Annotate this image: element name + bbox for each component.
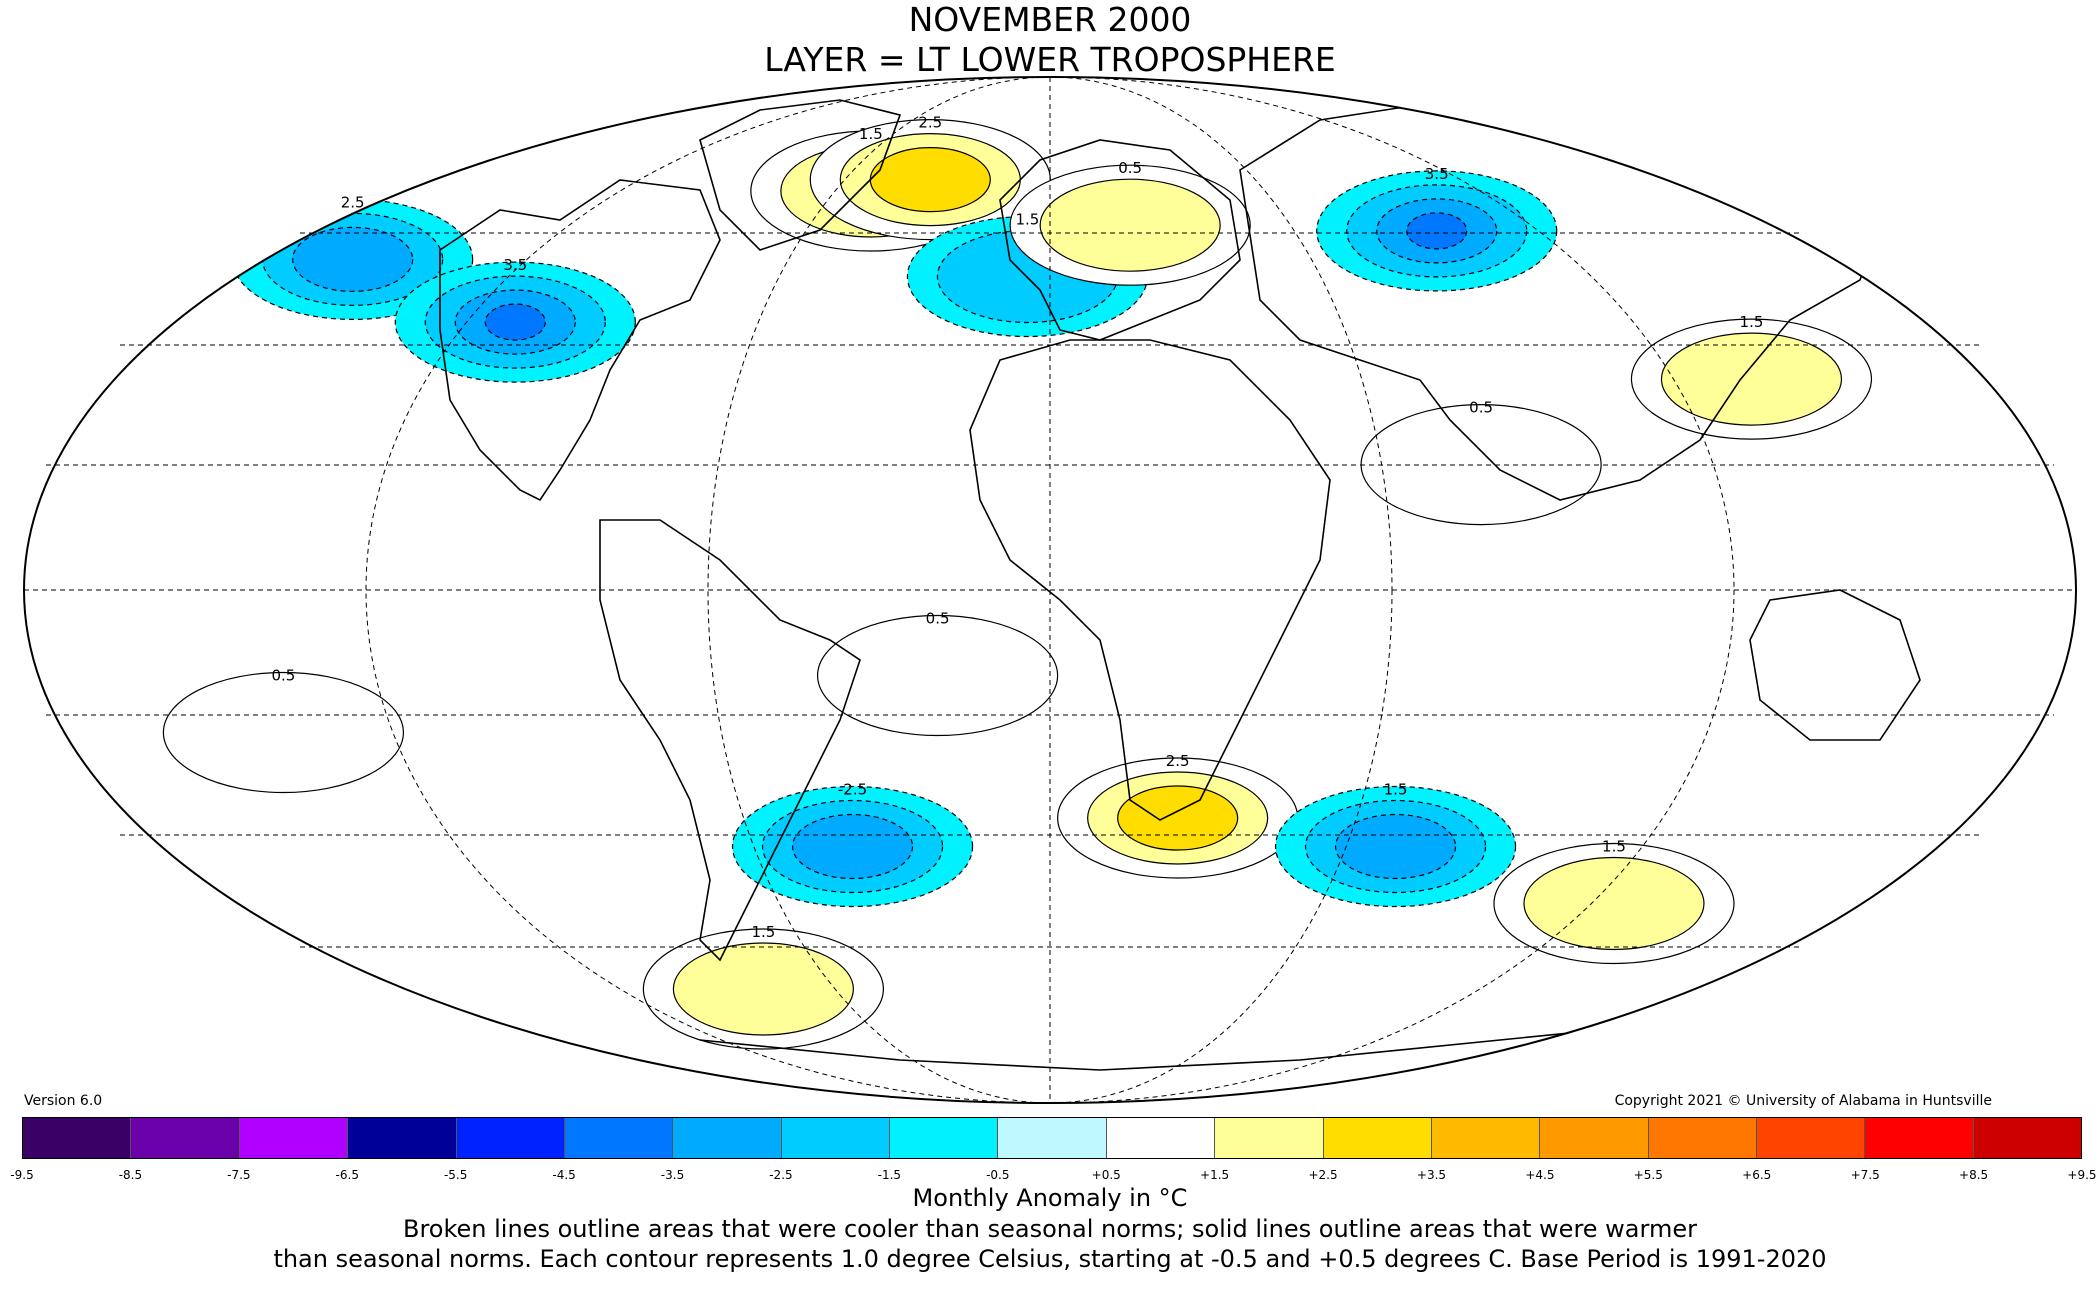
colorbar-tick-label: -6.5	[335, 1168, 359, 1182]
colorbar-tick-label: -3.5	[660, 1168, 685, 1182]
map-subtitle: LAYER = LT LOWER TROPOSPHERE	[764, 40, 1336, 79]
colorbar-tick-label: +2.5	[1308, 1168, 1338, 1182]
colorbar-tick-label: +6.5	[1742, 1168, 1772, 1182]
colorbar-tick-label: +0.5	[1091, 1168, 1121, 1182]
colorbar-tick-label: -0.5	[986, 1168, 1010, 1182]
anomaly-contour-e-asia-warm	[1660, 332, 1843, 426]
colorbar-bin-3	[348, 1118, 457, 1158]
north-america-outline	[439, 179, 721, 502]
anomaly-contour-antarctic-warm	[672, 942, 854, 1036]
colorbar-bin-5	[564, 1118, 674, 1158]
map-title: NOVEMBER 2000	[908, 0, 1192, 39]
anomaly-contour-greenland-warm-core	[869, 147, 991, 213]
anomaly-contour-s-africa-warm	[1117, 785, 1239, 851]
europe-outline	[999, 139, 1241, 341]
contour-label-alaska-cold: 2.5	[341, 193, 365, 211]
legend-note-line1: Broken lines outline areas that were coo…	[403, 1215, 1697, 1243]
continent-outlines	[439, 99, 1921, 1071]
colorbar-tick-label: +7.5	[1850, 1168, 1880, 1182]
south-america-outline	[599, 519, 861, 962]
colorbar-tick-label: +4.5	[1525, 1168, 1555, 1182]
australia-outline	[1749, 589, 1921, 741]
colorbar-tick-label: +8.5	[1959, 1168, 1989, 1182]
colorbar-tick-label: +9.5	[2067, 1168, 2097, 1182]
contour-label-e-pacific-south-warm: 0.5	[271, 667, 295, 685]
contour-label-greenland-warm-core: 2.5	[918, 114, 942, 132]
globe-outline	[23, 76, 2077, 1104]
version-label: Version 6.0	[24, 1093, 103, 1109]
contour-label-nw-europe-cold: 1.5	[1016, 211, 1040, 229]
contour-labels: 1.5 2.5 1.5 0.5 3.5 2.5 3.5 1.5 0.5 0.5 -2.5 2.5 1.5…	[271, 114, 1763, 941]
colorbar-bin-2	[239, 1118, 349, 1158]
colorbar-bin-7	[781, 1118, 890, 1158]
colorbar	[22, 1117, 2082, 1159]
contour-label-s-america-cold: -2.5	[838, 781, 867, 799]
colorbar-bin-14	[1540, 1118, 1649, 1158]
colorbar-bin-11	[1215, 1118, 1324, 1158]
anomaly-contour-alaska-cold	[292, 226, 414, 292]
colorbar-tick-label: +1.5	[1200, 1168, 1230, 1182]
anomaly-contour-s-america-cold	[791, 813, 914, 880]
colorbar-tick-label: -7.5	[227, 1168, 251, 1182]
contour-label-w-north-america-cold: 3.5	[503, 256, 527, 274]
colorbar-bin-1	[131, 1118, 240, 1158]
anomaly-contour-w-north-america-cold	[484, 303, 546, 341]
greenland-outline	[699, 99, 902, 251]
contour-label-siberia-cold: 3.5	[1425, 165, 1449, 183]
colorbar-tick-label: -1.5	[877, 1168, 902, 1182]
colorbar-bin-13	[1431, 1118, 1541, 1158]
colorbar-tick-label: +3.5	[1416, 1168, 1447, 1182]
colorbar-tick-label: -9.5	[10, 1168, 34, 1182]
colorbar-unit: Monthly Anomaly in °C	[912, 1184, 1188, 1212]
contour-label-india-warm: 0.5	[1469, 399, 1493, 417]
colorbar-tick-label: -5.5	[443, 1168, 468, 1182]
contour-label-australia-s-warm: 1.5	[1602, 838, 1626, 856]
anomaly-contour-australia-s-warm	[1523, 856, 1705, 951]
colorbar-bin-18	[1973, 1118, 2082, 1158]
colorbar-bin-9	[998, 1118, 1107, 1158]
africa-outline	[969, 339, 1331, 821]
contour-label-s-atlantic-warm: 0.5	[926, 610, 950, 628]
contour-label-scandinavia-warm: 0.5	[1118, 159, 1142, 177]
colorbar-bin-12	[1323, 1118, 1432, 1158]
colorbar-tick-label: -4.5	[552, 1168, 576, 1182]
contour-label-antarctic-warm: 1.5	[751, 923, 775, 941]
contour-label-e-asia-warm: 1.5	[1740, 313, 1764, 331]
colorbar-tick-label: +5.5	[1633, 1168, 1663, 1182]
legend-note-line2: than seasonal norms. Each contour repres…	[273, 1245, 1827, 1273]
colorbar-bin-6	[673, 1118, 782, 1158]
contour-label-greenland-warm: 1.5	[859, 125, 883, 143]
colorbar-ticks: -9.5 -8.5 -7.5 -6.5 -5.5 -4.5 -3.5 -2.5 -1.5 -0.5…	[10, 1168, 2096, 1184]
contour-label-s-africa-warm: 2.5	[1166, 752, 1190, 770]
anomaly-contour-scandinavia-warm	[1039, 178, 1221, 272]
colorbar-tick-label: -8.5	[118, 1168, 143, 1182]
anomaly-contour-s-indian-cold	[1334, 813, 1457, 880]
colorbar-bin-0	[23, 1118, 132, 1158]
anomaly-contour-siberia-cold	[1406, 212, 1468, 250]
contour-label-s-indian-cold: 1.5	[1384, 781, 1408, 799]
colorbar-bin-16	[1757, 1118, 1866, 1158]
anomaly-contour-s-atlantic-warm	[816, 614, 1059, 737]
colorbar-bin-8	[890, 1118, 999, 1158]
copyright-label: Copyright 2021 © University of Alabama i…	[1614, 1093, 1992, 1109]
colorbar-bin-17	[1865, 1118, 1974, 1158]
colorbar-tick-label: -2.5	[769, 1168, 793, 1182]
colorbar-bin-10	[1106, 1118, 1216, 1158]
colorbar-bin-4	[456, 1118, 565, 1158]
anomaly-contour-e-pacific-south-warm	[162, 671, 405, 794]
colorbar-bin-15	[1648, 1118, 1757, 1158]
